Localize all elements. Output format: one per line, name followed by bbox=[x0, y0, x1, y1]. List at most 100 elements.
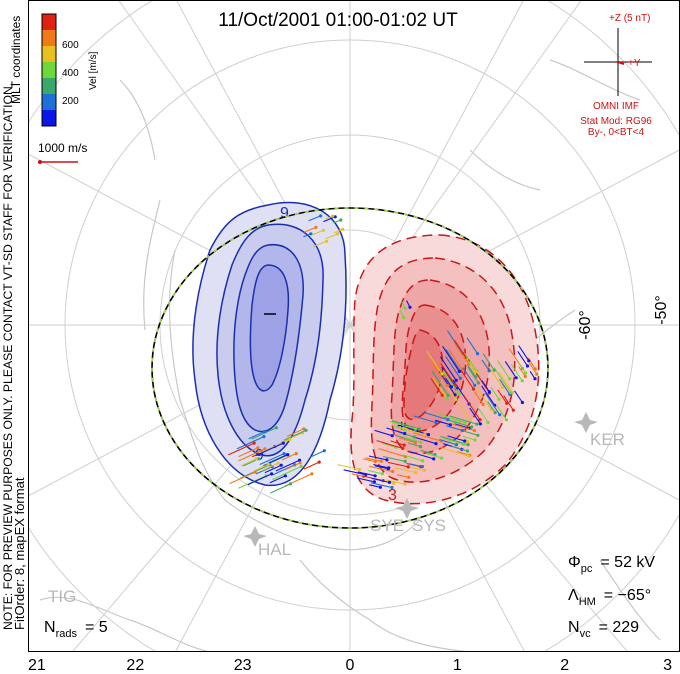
velocity-vector bbox=[466, 358, 476, 373]
velocity-vector bbox=[389, 420, 416, 430]
preview-note: NOTE: FOR PREVIEW PURPOSES ONLY. PLEASE … bbox=[1, 83, 15, 630]
velocity-vector bbox=[431, 370, 449, 396]
velocity-vector bbox=[394, 434, 416, 442]
velocity-vector bbox=[283, 429, 307, 441]
velocity-vector bbox=[446, 330, 464, 354]
colorbar-tick-200: 200 bbox=[62, 96, 79, 107]
svg-text:ΛHM= −65°: ΛHM = −65° bbox=[568, 587, 651, 608]
velocity-vector bbox=[469, 407, 481, 425]
velocity-vector bbox=[430, 361, 448, 386]
velocity-vector bbox=[443, 437, 464, 445]
velocity-vector bbox=[371, 477, 390, 483]
velocity-vector bbox=[424, 411, 448, 421]
velocity-vector bbox=[269, 483, 291, 494]
velocity-vector bbox=[519, 363, 527, 374]
station-label-sye: SYE bbox=[370, 516, 404, 535]
colorbar-swatch bbox=[42, 78, 56, 95]
velocity-vector bbox=[281, 453, 297, 461]
velocity-vector bbox=[286, 428, 305, 437]
velocity-vector bbox=[403, 436, 421, 443]
velocity-vector bbox=[497, 389, 508, 404]
stat-model: Stat Mod: RG96 bbox=[580, 116, 652, 127]
velocity-vector bbox=[462, 435, 476, 441]
velocity-vector bbox=[426, 452, 442, 459]
velocity-vector bbox=[255, 466, 273, 475]
velocity-vector bbox=[325, 215, 333, 220]
velocity-vector bbox=[264, 464, 282, 474]
stat-lambda-hm: ΛHM = −65° bbox=[568, 587, 651, 608]
velocity-vector bbox=[466, 364, 477, 378]
velocity-vector bbox=[390, 440, 405, 446]
velocity-vector bbox=[382, 442, 396, 448]
velocity-vector bbox=[449, 415, 478, 425]
station-label-ker: KER bbox=[590, 430, 625, 449]
svg-text:9: 9 bbox=[280, 205, 289, 222]
velocity-vector bbox=[312, 229, 324, 236]
station-markers bbox=[243, 412, 598, 547]
velocity-vector bbox=[399, 309, 405, 318]
mlt-tick-label: 1 bbox=[453, 657, 462, 674]
fit-order-note: FitOrder: 8, mapEX format bbox=[12, 477, 27, 630]
imf-condition: By-, 0<BT<4 bbox=[588, 127, 645, 138]
velocity-vector bbox=[481, 385, 496, 406]
svg-text:3: 3 bbox=[388, 487, 397, 504]
station-hal-icon bbox=[243, 526, 267, 547]
velocity-vector bbox=[529, 370, 536, 380]
velocity-vector bbox=[373, 463, 389, 469]
velocity-vector bbox=[396, 474, 409, 478]
imf-dial bbox=[584, 28, 652, 96]
velocity-vector bbox=[438, 413, 466, 423]
velocity-vector bbox=[369, 465, 393, 473]
colorbar-swatch bbox=[42, 46, 56, 63]
svg-text:Nvc= 229: Nvc = 229 bbox=[568, 619, 639, 640]
velocity-vector bbox=[251, 427, 277, 440]
velocity-vector bbox=[434, 419, 451, 426]
max-potential-marker: + bbox=[397, 418, 406, 435]
scale-vector-label: 1000 m/s bbox=[38, 141, 87, 155]
colorbar-swatch bbox=[42, 14, 56, 31]
velocity-vector bbox=[511, 364, 523, 382]
velocity-vector bbox=[275, 459, 300, 472]
velocity-vector bbox=[474, 391, 484, 405]
mlt-tick-label: 0 bbox=[346, 657, 355, 674]
velocity-vector bbox=[370, 482, 393, 489]
velocity-vector bbox=[238, 447, 259, 458]
velocity-vector bbox=[454, 423, 470, 429]
map-title: 11/Oct/2001 01:00-01:02 UT bbox=[218, 10, 458, 31]
velocity-vector bbox=[496, 405, 507, 421]
velocity-vector bbox=[487, 401, 496, 413]
colorbar-ticks: 600 400 200 bbox=[62, 40, 79, 107]
colorbar-swatch bbox=[42, 94, 56, 111]
velocity-vector bbox=[432, 377, 445, 396]
velocity-vector bbox=[255, 442, 284, 457]
velocity-vector bbox=[374, 429, 393, 437]
potential-cell-negative: 9 9 bbox=[192, 201, 347, 487]
coord-system-label: MLT coordinates bbox=[9, 16, 23, 104]
imf-source: OMNI IMF bbox=[593, 101, 639, 112]
colorbar-label: Vel [m/s] bbox=[88, 51, 99, 90]
velocity-vector bbox=[410, 466, 425, 471]
velocity-vector bbox=[514, 390, 523, 403]
velocity-vector bbox=[309, 450, 325, 458]
mlt-tick-label: 22 bbox=[126, 657, 144, 674]
velocity-vector bbox=[284, 462, 301, 471]
mlt-axis: 21 22 23 0 1 2 3 bbox=[28, 657, 672, 674]
velocity-vector bbox=[400, 427, 425, 436]
velocity-vector bbox=[436, 363, 446, 377]
velocity-vector bbox=[458, 403, 471, 422]
velocity-vector bbox=[482, 353, 495, 371]
velocity-vector bbox=[453, 342, 470, 365]
velocity-vector bbox=[401, 425, 417, 431]
stat-n-vc: Nvc = 229 bbox=[568, 619, 639, 640]
mlt-tick-label: 23 bbox=[234, 657, 252, 674]
velocity-vector bbox=[499, 378, 511, 395]
velocity-vector bbox=[271, 465, 302, 481]
velocity-vector bbox=[269, 475, 286, 484]
velocity-vector bbox=[476, 387, 492, 410]
velocity-vector bbox=[484, 392, 501, 416]
velocity-vectors bbox=[228, 214, 539, 494]
velocity-vector bbox=[478, 407, 489, 423]
velocity-vector bbox=[229, 471, 256, 485]
velocity-vector bbox=[445, 348, 462, 372]
